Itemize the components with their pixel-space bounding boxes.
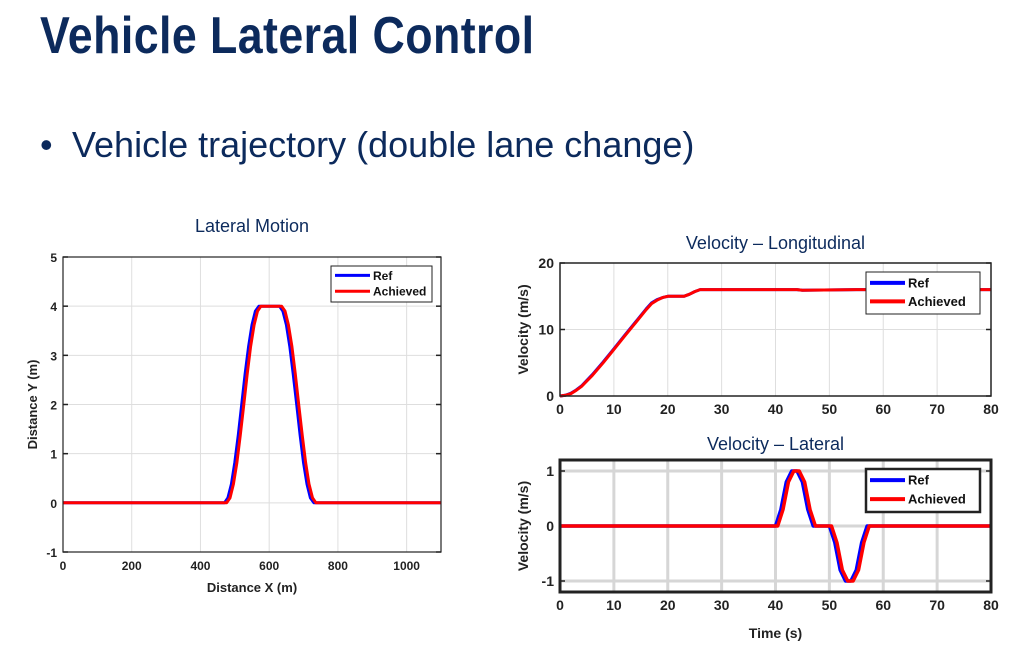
x-tick-label: 70 [929, 597, 945, 613]
x-tick-label: 30 [714, 401, 730, 417]
x-tick-label: 20 [660, 597, 676, 613]
legend-box [864, 467, 982, 514]
legend-label-ref: Ref [908, 275, 930, 290]
bullet-item: • Vehicle trajectory (double lane change) [40, 124, 694, 166]
series-line-achieved [560, 469, 991, 583]
x-tick-label: 80 [983, 401, 999, 417]
y-tick-label: 20 [538, 255, 554, 271]
legend-label-ref: Ref [908, 473, 930, 488]
y-tick-label: 10 [538, 322, 554, 338]
chart-title: Velocity – Longitudinal [686, 233, 865, 253]
plot-frame [559, 262, 992, 397]
y-tick-label: 0 [546, 518, 554, 534]
y-axis-label: Velocity (m/s) [515, 284, 531, 374]
y-tick-label: 3 [50, 349, 57, 363]
x-tick-label: 60 [875, 401, 891, 417]
y-tick-label: 5 [50, 251, 57, 265]
x-tick-label: 0 [556, 597, 564, 613]
x-tick-label: 10 [606, 597, 622, 613]
legend-box [865, 271, 981, 315]
x-tick-label: 40 [768, 401, 784, 417]
y-axis-label: Velocity (m/s) [515, 481, 531, 571]
legend-label-achieved: Achieved [908, 492, 966, 507]
x-tick-label: 0 [556, 401, 564, 417]
legend: Ref Achieved [865, 271, 981, 315]
chart-title: Velocity – Lateral [707, 434, 844, 454]
x-tick-label: 80 [983, 597, 999, 613]
y-tick-label: -1 [46, 546, 57, 560]
legend: Ref Achieved [864, 467, 982, 514]
y-tick-label: 0 [50, 497, 57, 511]
x-tick-label: 600 [259, 559, 279, 573]
y-tick-label: 1 [50, 448, 57, 462]
y-axis-label: Distance Y (m) [25, 360, 40, 450]
bullet-text: Vehicle trajectory (double lane change) [72, 124, 695, 165]
x-tick-label: 20 [660, 401, 676, 417]
legend-label-achieved: Achieved [908, 294, 966, 309]
x-tick-label: 60 [875, 597, 891, 613]
x-tick-label: 400 [190, 559, 210, 573]
slide-title: Vehicle Lateral Control [40, 7, 535, 65]
x-tick-label: 30 [714, 597, 730, 613]
x-tick-label: 200 [122, 559, 142, 573]
x-tick-label: 40 [768, 597, 784, 613]
x-tick-label: 50 [822, 597, 838, 613]
legend: Ref Achieved [330, 265, 433, 303]
y-tick-label: 4 [50, 300, 57, 314]
y-tick-label: 1 [546, 463, 554, 479]
x-tick-label: 10 [606, 401, 622, 417]
y-tick-label: 0 [546, 388, 554, 404]
y-tick-label: 2 [50, 399, 57, 413]
series-line-achieved [559, 288, 991, 398]
chart-title: Lateral Motion [195, 216, 309, 236]
y-tick-label: -1 [542, 573, 555, 589]
plot-frame [558, 458, 993, 594]
x-tick-label: 70 [929, 401, 945, 417]
bullet-icon: • [40, 124, 53, 165]
chart-1: 0 10 20 30 40 50 60 70 80 0 10 20 Velocity – Longitu… [515, 233, 999, 417]
x-tick-label: 1000 [393, 559, 420, 573]
x-tick-label: 50 [822, 401, 838, 417]
plot-frame [62, 256, 442, 553]
x-tick-label: 0 [60, 559, 67, 573]
legend-label-ref: Ref [373, 269, 393, 283]
x-axis-label: Time (s) [749, 625, 802, 641]
x-tick-label: 800 [328, 559, 348, 573]
legend-box [330, 265, 433, 303]
series-line-achieved [63, 304, 441, 505]
legend-label-achieved: Achieved [373, 285, 426, 299]
x-axis-label: Distance X (m) [207, 580, 297, 595]
